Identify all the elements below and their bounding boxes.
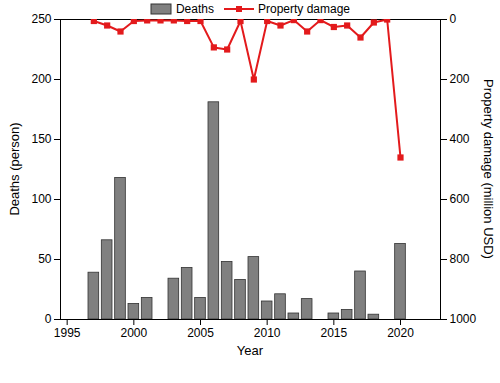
svg-text:2020: 2020 xyxy=(387,326,414,340)
html-text:Property damage: Property damage xyxy=(258,2,350,16)
svg-text:400: 400 xyxy=(450,132,470,146)
svg-text:2000: 2000 xyxy=(120,326,147,340)
svg-text:2005: 2005 xyxy=(187,326,214,340)
svg-text:2015: 2015 xyxy=(320,326,347,340)
svg-text:0: 0 xyxy=(45,312,52,326)
svg-text:100: 100 xyxy=(31,192,51,206)
svg-text:800: 800 xyxy=(450,252,470,266)
svg-text:2010: 2010 xyxy=(254,326,281,340)
html-text:Deaths: Deaths xyxy=(176,2,214,16)
html-text:Year: Year xyxy=(236,343,264,358)
svg-text:200: 200 xyxy=(31,72,51,86)
svg-text:0: 0 xyxy=(450,12,457,26)
svg-text:1000: 1000 xyxy=(450,312,477,326)
svg-text:600: 600 xyxy=(450,192,470,206)
svg-text:1995: 1995 xyxy=(54,326,81,340)
svg-text:200: 200 xyxy=(450,72,470,86)
html-text:Property damage (million USD): Property damage (million USD) xyxy=(480,79,496,259)
html-text:Deaths (person): Deaths (person) xyxy=(6,122,22,216)
svg-text:250: 250 xyxy=(31,12,51,26)
svg-text:150: 150 xyxy=(31,132,51,146)
svg-text:50: 50 xyxy=(38,252,52,266)
